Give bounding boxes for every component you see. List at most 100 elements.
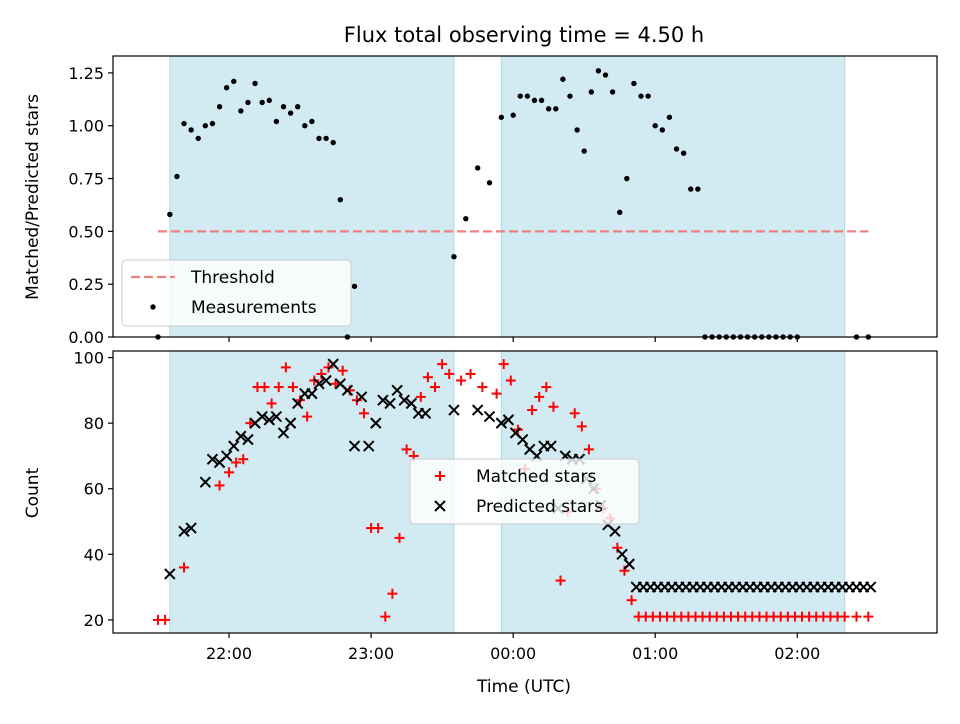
x-b xyxy=(495,417,508,429)
measurement-point xyxy=(216,104,223,110)
measurement-point xyxy=(195,135,201,142)
matched-star-point xyxy=(444,368,455,379)
x-b xyxy=(377,394,389,406)
matched-star-point xyxy=(569,408,580,419)
predicted-star-point xyxy=(199,476,212,488)
predicted-star-point xyxy=(348,440,361,452)
legend-bottom: Matched stars Predicted stars xyxy=(409,458,640,525)
predicted-star-point xyxy=(609,525,621,538)
x-b xyxy=(363,440,375,452)
measurement-point xyxy=(266,97,272,104)
bottom-panel: 20 40 60 80 100 22:00 23:00 00:00 01:00 02:00 Matc… xyxy=(73,349,938,663)
measurement-point xyxy=(259,99,265,106)
predicted-star-point xyxy=(623,558,635,570)
predicted-star-point xyxy=(164,568,176,580)
measurement-point xyxy=(567,93,573,99)
matched-star-point xyxy=(179,562,190,573)
predicted-star-point xyxy=(228,440,240,452)
x-b xyxy=(355,391,368,403)
measurement-point xyxy=(451,254,457,260)
matched-star-point xyxy=(498,359,509,370)
matched-star-point xyxy=(437,359,448,370)
measurement-point xyxy=(553,106,559,112)
measurement-point xyxy=(181,120,187,127)
x-b xyxy=(509,427,522,439)
measurement-point xyxy=(486,180,493,186)
matched-star-point xyxy=(456,375,467,386)
predicted-star-point xyxy=(206,453,219,465)
legend-box xyxy=(409,458,640,525)
x-tick-label: 02:00 xyxy=(774,644,820,663)
y-tick-label: 1.00 xyxy=(68,117,104,136)
measurement-point xyxy=(167,211,173,218)
x-b xyxy=(327,358,339,370)
legend-predicted-swatch-b xyxy=(434,500,446,512)
x-b xyxy=(370,417,382,429)
x-b xyxy=(277,427,290,439)
measurement-point xyxy=(659,127,666,133)
x-b xyxy=(341,384,354,397)
predicted-star-point xyxy=(284,417,297,429)
matched-star-point xyxy=(280,362,291,373)
y-tick-label: 20 xyxy=(84,611,104,630)
legend-threshold-label: Threshold xyxy=(190,268,275,288)
x-b xyxy=(448,404,460,416)
matched-star-point xyxy=(863,611,874,622)
measurement-point xyxy=(280,104,287,110)
measurement-point xyxy=(309,118,315,125)
matched-star-point xyxy=(401,444,412,455)
x-b xyxy=(348,440,361,452)
measurement-point xyxy=(609,89,616,95)
measurement-point xyxy=(188,127,194,133)
predicted-star-point xyxy=(355,391,368,403)
legend-matched-label: Matched stars xyxy=(476,467,596,487)
measurement-point xyxy=(638,93,644,99)
matched-star-point xyxy=(373,523,384,534)
matched-star-point xyxy=(224,467,235,478)
top-y-axis-label: Matched/Predicted stars xyxy=(23,94,43,300)
matched-star-point xyxy=(576,421,587,432)
measurement-point xyxy=(688,186,694,192)
measurement-point xyxy=(294,104,301,110)
legend-top: Threshold Measurements xyxy=(121,259,352,327)
top-panel: 0.00 0.25 0.50 0.75 1.00 1.25 Threshold Measure… xyxy=(68,55,938,347)
x-tick-label: 22:00 xyxy=(206,644,252,663)
measurement-point xyxy=(645,93,651,99)
matched-star-point xyxy=(394,532,405,543)
matched-star-point xyxy=(309,375,320,386)
matched-star-point xyxy=(548,401,559,412)
predicted-star-point xyxy=(185,522,197,534)
matched-star-point xyxy=(160,614,171,625)
measurement-point xyxy=(581,148,587,154)
matched-star-point xyxy=(259,382,270,393)
x-b xyxy=(516,433,529,446)
series-predicted-stars xyxy=(164,358,877,593)
measurement-point xyxy=(231,78,237,85)
predicted-star-point xyxy=(270,410,283,423)
measurement-point xyxy=(631,80,637,87)
series-measurements xyxy=(155,68,872,340)
matched-star-point xyxy=(238,454,249,465)
x-b xyxy=(864,581,877,593)
measurement-point xyxy=(652,123,658,129)
y-tick-label: 0.25 xyxy=(68,275,104,294)
matched-star-point xyxy=(266,398,277,409)
matched-star-point xyxy=(214,480,225,491)
x-b xyxy=(242,433,254,446)
x-b xyxy=(256,410,268,423)
predicted-star-point xyxy=(327,358,339,370)
measurement-point xyxy=(323,135,329,142)
x-b xyxy=(391,384,403,397)
x-b xyxy=(178,525,190,538)
predicted-star-point xyxy=(291,397,304,410)
matched-star-point xyxy=(422,372,433,383)
x-b xyxy=(405,397,418,410)
measurement-point xyxy=(602,72,609,78)
measurement-point xyxy=(302,123,308,129)
matched-star-point xyxy=(477,382,488,393)
predicted-star-point xyxy=(178,525,190,538)
predicted-star-point xyxy=(398,394,410,406)
matched-star-point xyxy=(619,565,630,576)
predicted-star-point xyxy=(320,374,332,387)
